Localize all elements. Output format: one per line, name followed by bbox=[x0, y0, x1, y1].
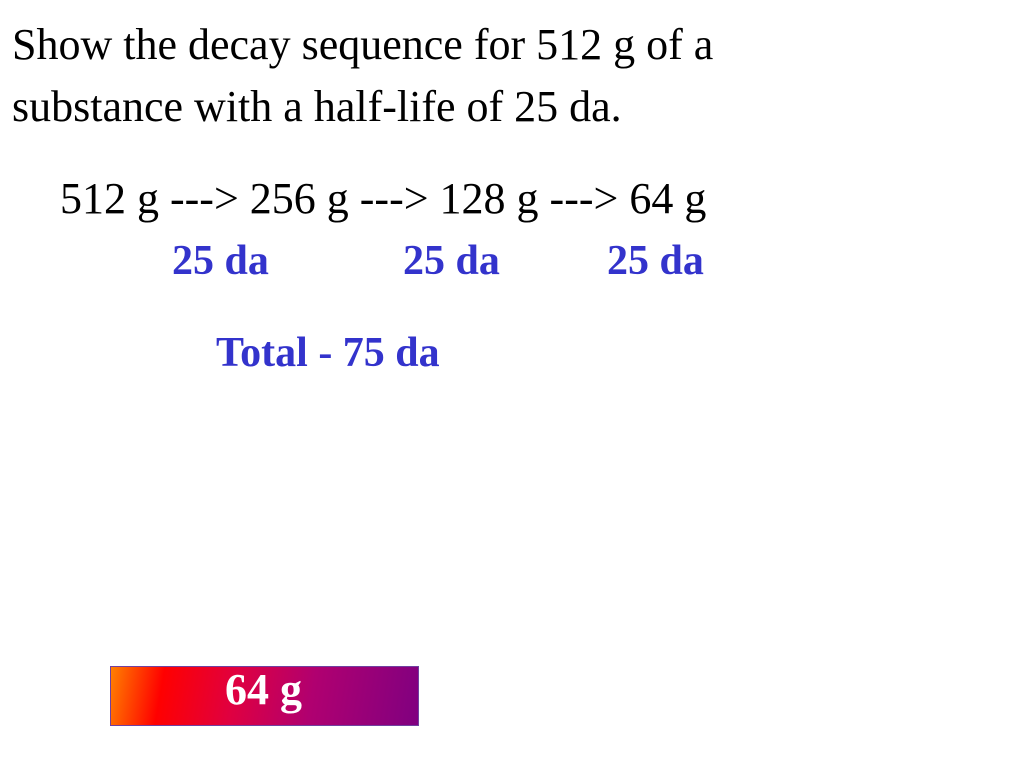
interval-1: 25 da bbox=[172, 238, 269, 284]
total-time: Total - 75 da bbox=[216, 330, 440, 376]
remaining-mass-label: 64 g bbox=[225, 665, 302, 714]
interval-2: 25 da bbox=[403, 238, 500, 284]
decay-sequence: 512 g ---> 256 g ---> 128 g ---> 64 g bbox=[60, 174, 707, 223]
interval-3: 25 da bbox=[607, 238, 704, 284]
title-line-2: substance with a half-life of 25 da. bbox=[12, 82, 622, 131]
title-line-1: Show the decay sequence for 512 g of a bbox=[12, 20, 714, 69]
remaining-mass-box: 64 g bbox=[110, 666, 419, 726]
slide-title: Show the decay sequence for 512 g of a s… bbox=[12, 14, 713, 138]
